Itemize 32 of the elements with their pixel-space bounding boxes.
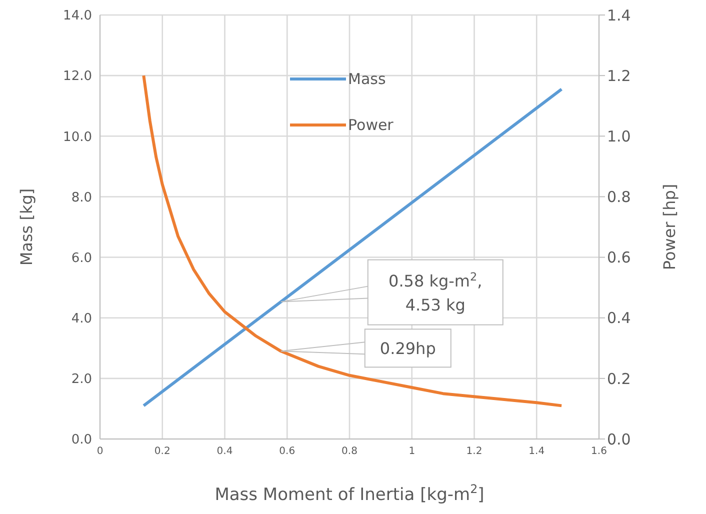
- y2-tick-label: 0.6: [607, 248, 631, 267]
- annotation: 0.29hp: [380, 339, 436, 358]
- y-tick-label: 10.0: [63, 130, 92, 145]
- y2-tick-label: 0.4: [607, 309, 631, 328]
- y2-tick-label: 1.0: [607, 127, 631, 146]
- y-axis-title: Mass [kg]: [17, 188, 36, 266]
- annotation: 0.58 kg-m$^{2}$, 4.53 kg: [388, 270, 482, 314]
- legend-label: Mass: [348, 70, 386, 88]
- x-tick-label: 0: [96, 446, 104, 458]
- x-axis-title: Mass Moment of Inertia [kg-m$^{2}$]: [214, 482, 484, 505]
- x-tick-label: 1.4: [528, 446, 545, 458]
- y-tick-label: 0.0: [71, 432, 92, 448]
- y-tick-label: 12.0: [63, 69, 92, 84]
- y-tick-label: 2.0: [71, 372, 92, 388]
- legend-label: Power: [348, 116, 394, 134]
- x-tick-label: 0.4: [216, 446, 233, 458]
- y2-tick-label: 1.2: [607, 66, 631, 85]
- y2-tick-label: 1.4: [607, 6, 631, 24]
- y2-tick-label: 0.2: [607, 370, 631, 388]
- x-tick-label: 1: [408, 446, 416, 458]
- x-tick-label: 0.2: [154, 446, 170, 458]
- y-tick-label: 6.0: [71, 250, 92, 266]
- y2-tick-label: 0.8: [607, 188, 631, 206]
- x-tick-label: 1.6: [591, 446, 607, 458]
- x-tick-label: 0.8: [342, 446, 358, 458]
- y2-axis-title: Power [hp]: [660, 184, 679, 270]
- y-tick-label: 14.0: [63, 8, 92, 24]
- y2-tick-label: 0.0: [607, 430, 631, 448]
- y-tick-label: 8.0: [71, 190, 92, 206]
- x-tick-label: 1.2: [466, 446, 482, 458]
- y-tick-label: 4.0: [71, 311, 92, 326]
- x-tick-label: 0.6: [279, 446, 296, 458]
